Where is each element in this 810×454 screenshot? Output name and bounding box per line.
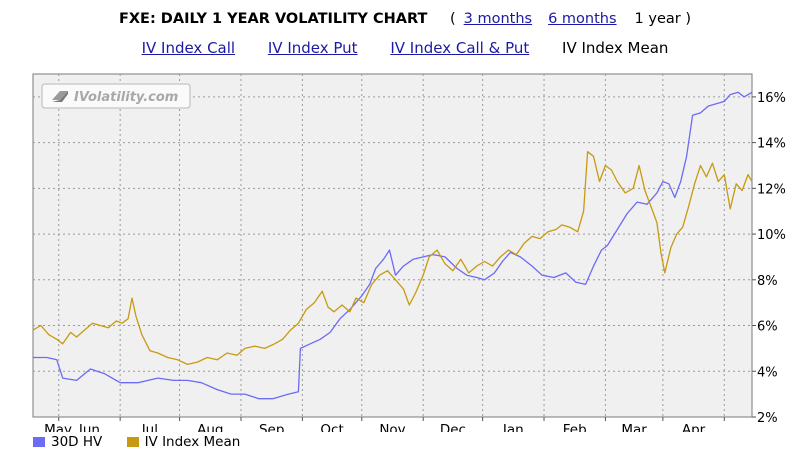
iv-index-put-link[interactable]: IV Index Put bbox=[267, 39, 358, 57]
open-paren: ( bbox=[449, 11, 456, 27]
x-tick-label: Feb bbox=[563, 422, 587, 432]
series-line-iv-index-mean bbox=[32, 151, 753, 366]
y-tick-label: 4% bbox=[757, 365, 778, 380]
x-tick-label: Sep bbox=[259, 422, 284, 432]
y-tick-label: 2% bbox=[757, 411, 778, 426]
x-tick-label: May bbox=[44, 422, 72, 432]
y-tick-label: 14% bbox=[757, 137, 786, 152]
legend-label-hv: 30D HV bbox=[51, 434, 103, 450]
y-tick-label: 12% bbox=[757, 182, 786, 197]
close-paren: ) bbox=[685, 11, 692, 27]
grid bbox=[33, 74, 756, 421]
page-title: FXE: DAILY 1 YEAR VOLATILITY CHART bbox=[118, 11, 428, 27]
x-tick-label: Nov bbox=[379, 422, 405, 432]
x-tick-label: Dec bbox=[440, 422, 466, 432]
y-tick-label: 10% bbox=[757, 228, 786, 243]
x-tick-label: Oct bbox=[320, 422, 343, 432]
legend-item-iv-mean: IV Index Mean bbox=[126, 434, 241, 450]
legend-item-hv: 30D HV bbox=[33, 434, 102, 450]
iv-index-call-put-link[interactable]: IV Index Call & Put bbox=[390, 39, 530, 57]
y-tick-label: 6% bbox=[757, 320, 778, 335]
watermark-text: IVolatility.com bbox=[74, 90, 178, 105]
x-axis-labels: May Jun Jul Aug Sep Oct Nov Dec Jan Feb Mar Apr bbox=[44, 422, 706, 432]
legend-label-iv-mean: IV Index Mean bbox=[144, 434, 241, 450]
y-tick-label: 16% bbox=[757, 91, 786, 106]
range-1-year-current: 1 year bbox=[634, 11, 681, 27]
chart-header: FXE: DAILY 1 YEAR VOLATILITY CHART (3 mo… bbox=[0, 11, 810, 27]
legend: 30D HV IV Index Mean bbox=[33, 434, 260, 450]
watermark-logo: IVolatility.com bbox=[41, 83, 191, 109]
range-6-months-link[interactable]: 6 months bbox=[548, 11, 617, 27]
legend-swatch-hv bbox=[33, 437, 45, 447]
y-axis-labels: 2% 4% 6% 8% 10% 12% 14% 16% bbox=[757, 91, 786, 426]
x-tick-label: Jan bbox=[502, 422, 524, 432]
x-tick-label: Apr bbox=[682, 422, 706, 432]
plot-area bbox=[32, 73, 753, 418]
logo-icon bbox=[52, 91, 68, 100]
y-tick-label: 8% bbox=[757, 274, 778, 289]
chart-nav: IV Index Call IV Index Put IV Index Call… bbox=[0, 39, 810, 57]
iv-index-call-link[interactable]: IV Index Call bbox=[141, 39, 236, 57]
range-3-months-link[interactable]: 3 months bbox=[463, 11, 533, 27]
x-tick-label: Mar bbox=[621, 422, 647, 432]
x-tick-label: Jul bbox=[141, 422, 158, 432]
volatility-chart: IVolatility.com 2% 4% 6% 8% 10% 12% 14% 16% May… bbox=[32, 73, 786, 432]
x-tick-label: Jun bbox=[78, 422, 100, 432]
x-tick-label: Aug bbox=[197, 422, 223, 432]
iv-index-mean-current: IV Index Mean bbox=[562, 39, 669, 57]
series-line-30d-hv bbox=[33, 91, 753, 400]
legend-swatch-iv-mean bbox=[126, 437, 139, 447]
series-layer bbox=[32, 91, 753, 400]
